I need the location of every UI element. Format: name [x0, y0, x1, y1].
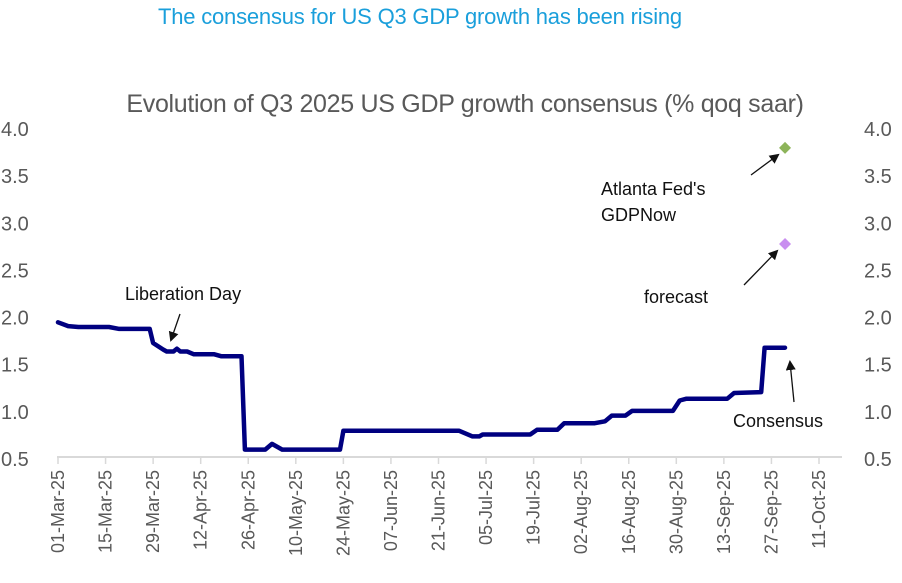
y-tick-right: 1.0 — [864, 402, 892, 424]
y-tick-right: 4.0 — [864, 119, 892, 141]
arrow-consensus — [785, 360, 796, 403]
y-tick-left: 0.5 — [1, 449, 29, 471]
x-tick-label: 12-Apr-25 — [191, 470, 211, 550]
marker-forecast — [779, 238, 792, 251]
x-tick-label: 29-Mar-25 — [143, 470, 163, 553]
annotation-gdpnow-line1: Atlanta Fed's — [601, 179, 706, 199]
y-tick-right: 1.5 — [864, 355, 892, 377]
marker-atlanta-fed-s-gdpnow — [779, 141, 792, 154]
x-tick-label: 21-Jun-25 — [429, 470, 449, 551]
arrow-gdpnow — [750, 153, 780, 176]
y-tick-right: 3.0 — [864, 213, 892, 235]
line-consensus — [55, 320, 788, 452]
x-tick-label: 27-Sep-25 — [761, 470, 781, 554]
x-tick-label: 26-Apr-25 — [238, 470, 258, 550]
x-tick-label: 15-Mar-25 — [96, 470, 116, 553]
x-tick-label: 11-Oct-25 — [809, 470, 829, 549]
y-axis-left: 4.0 3.5 3.0 2.5 2.0 1.5 1.0 0.5 — [1, 119, 29, 471]
x-tick-label: 30-Aug-25 — [666, 470, 686, 554]
x-tick-label: 01-Mar-25 — [48, 470, 68, 553]
y-tick-right: 0.5 — [864, 449, 892, 471]
y-tick-left: 3.0 — [1, 213, 29, 235]
y-tick-left: 4.0 — [1, 119, 29, 141]
annotation-forecast: forecast — [644, 287, 708, 307]
annotation-gdpnow-line2: GDPNow — [601, 205, 677, 225]
y-tick-left: 1.5 — [1, 355, 29, 377]
series-group — [55, 141, 792, 452]
y-axis-right: 4.0 3.5 3.0 2.5 2.0 1.5 1.0 0.5 — [864, 119, 892, 471]
y-tick-left: 3.5 — [1, 166, 29, 188]
y-tick-right: 2.5 — [864, 260, 892, 282]
chart-title: Evolution of Q3 2025 US GDP growth conse… — [126, 90, 804, 118]
y-tick-right: 2.0 — [864, 308, 892, 330]
x-tick-label: 02-Aug-25 — [571, 470, 591, 554]
y-tick-right: 3.5 — [864, 166, 892, 188]
x-tick-label: 13-Sep-25 — [714, 470, 734, 554]
annotation-liberation-day: Liberation Day — [125, 284, 241, 304]
x-axis-ticks: 01-Mar-25 15-Mar-25 29-Mar-25 12-Apr-25 26-A… — [48, 457, 829, 556]
y-tick-left: 1.0 — [1, 402, 29, 424]
annotations-group: Liberation Day Atlanta Fed's GDPNow forecas… — [125, 153, 823, 431]
y-tick-left: 2.5 — [1, 260, 29, 282]
x-tick-label: 16-Aug-25 — [619, 470, 639, 554]
annotation-consensus: Consensus — [733, 411, 823, 431]
y-tick-left: 2.0 — [1, 308, 29, 330]
x-tick-label: 24-May-25 — [333, 470, 353, 556]
x-tick-label: 07-Jun-25 — [381, 470, 401, 551]
x-tick-label: 10-May-25 — [286, 470, 306, 556]
headline: The consensus for US Q3 GDP growth has b… — [158, 4, 682, 29]
x-tick-label: 05-Jul-25 — [476, 470, 496, 545]
x-tick-label: 19-Jul-25 — [524, 470, 544, 545]
arrow-liberation-day — [168, 313, 181, 342]
arrow-forecast — [743, 249, 779, 286]
